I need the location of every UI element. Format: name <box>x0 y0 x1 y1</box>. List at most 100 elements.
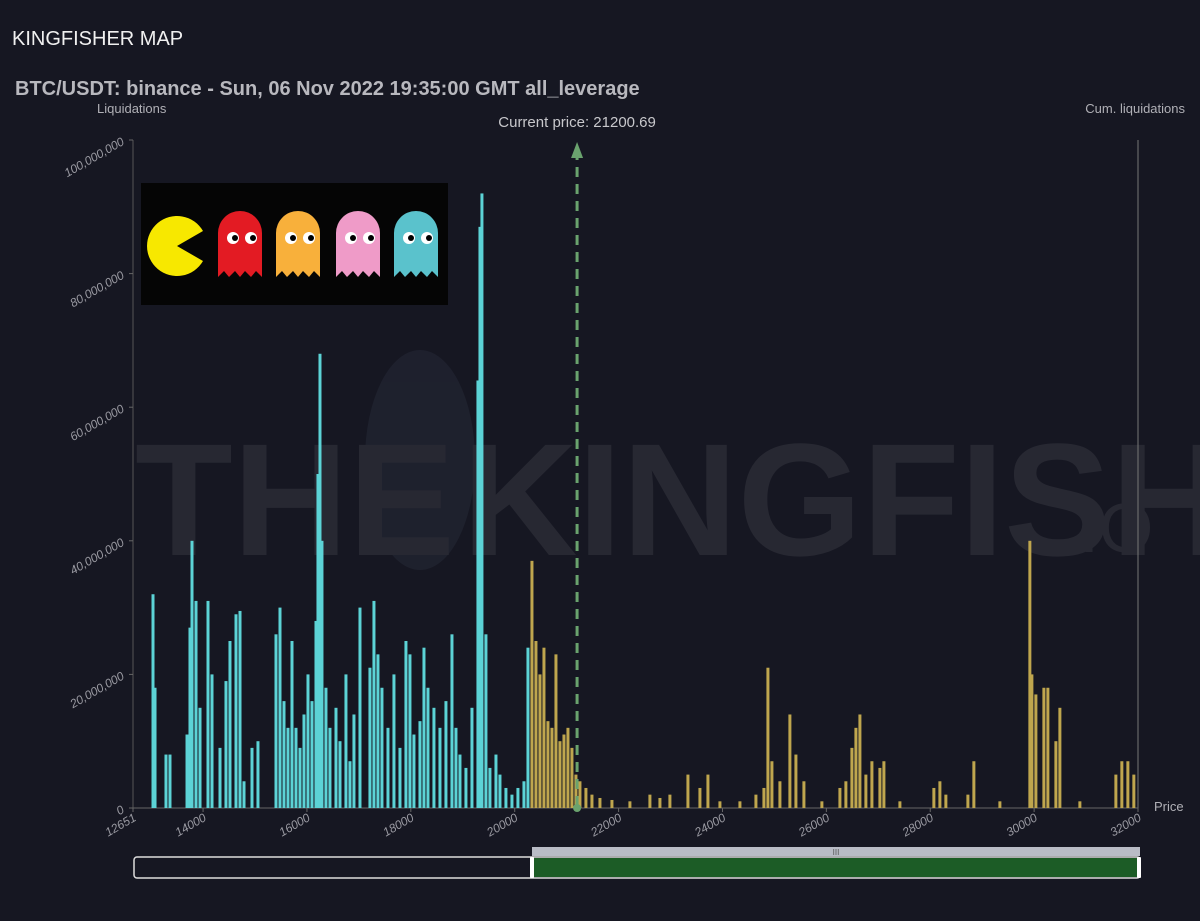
bar <box>338 741 342 808</box>
bar <box>408 654 412 808</box>
y-tick-label: 80,000,000 <box>67 268 126 310</box>
bar <box>562 734 566 808</box>
bar <box>698 787 702 808</box>
bar <box>754 794 758 808</box>
slider-handle[interactable] <box>530 857 534 878</box>
bar <box>294 727 298 808</box>
x-tick-label: 18000 <box>380 810 416 839</box>
bar <box>844 781 848 808</box>
bar <box>151 594 155 808</box>
bar <box>256 741 260 808</box>
bar <box>542 647 546 808</box>
bar <box>1114 774 1118 808</box>
x-tick-label: 16000 <box>277 810 313 839</box>
page-title: KINGFISHER MAP <box>12 28 183 50</box>
bar <box>392 674 396 808</box>
bar <box>590 794 594 808</box>
current-price-dot <box>573 804 582 812</box>
bar <box>534 641 538 808</box>
bar <box>210 674 214 808</box>
x-axis-label: Price <box>1154 799 1184 814</box>
bar <box>788 714 792 808</box>
x-tick-label: 32000 <box>1108 810 1144 839</box>
bar <box>484 634 488 808</box>
bar <box>318 353 322 808</box>
bar <box>546 721 550 808</box>
bar <box>802 781 806 808</box>
bar <box>538 674 542 808</box>
bar <box>864 774 868 808</box>
bar <box>610 799 614 808</box>
ghost <box>394 211 438 277</box>
bar <box>376 654 380 808</box>
bar <box>550 727 554 808</box>
bar <box>522 781 526 808</box>
bar <box>334 707 338 808</box>
range-slider[interactable]: III <box>133 847 1141 879</box>
x-tick-label: 22000 <box>587 810 624 839</box>
bar <box>194 600 198 808</box>
bar <box>558 741 562 808</box>
bar <box>352 714 356 808</box>
ghost <box>218 211 262 277</box>
bar <box>838 787 842 808</box>
bar <box>932 787 936 808</box>
bar <box>480 193 484 808</box>
bar <box>478 226 482 809</box>
bar <box>1058 707 1062 808</box>
bar <box>570 747 574 808</box>
bar <box>658 797 662 808</box>
bar <box>628 801 632 808</box>
bar <box>476 380 480 808</box>
bar <box>450 634 454 808</box>
pacman <box>147 216 203 277</box>
bar <box>190 540 194 808</box>
bar <box>972 761 976 808</box>
bar <box>668 794 672 808</box>
bar <box>1030 674 1034 808</box>
y-tick-label: 20,000,000 <box>67 669 127 712</box>
bar <box>306 674 310 808</box>
bar <box>286 727 290 808</box>
y-tick-label: 60,000,000 <box>67 402 126 444</box>
bar <box>282 701 286 808</box>
bar <box>578 781 582 808</box>
bar <box>526 647 530 808</box>
bar <box>1132 774 1136 808</box>
y-tick-label: 100,000,000 <box>62 134 127 180</box>
watermark-bird <box>365 350 475 570</box>
bar <box>470 707 474 808</box>
bar <box>778 781 782 808</box>
bar <box>242 781 246 808</box>
bar <box>153 687 157 808</box>
bar <box>250 747 254 808</box>
bar <box>238 610 242 808</box>
bar <box>898 801 902 808</box>
bar <box>966 794 970 808</box>
slider-handle[interactable] <box>1137 857 1141 878</box>
bar <box>188 627 192 808</box>
bar <box>358 607 362 808</box>
bar <box>854 727 858 808</box>
bar <box>290 641 294 808</box>
bar <box>228 641 232 808</box>
bar <box>686 774 690 808</box>
ghost <box>336 211 380 277</box>
bar <box>498 774 502 808</box>
bar <box>454 727 458 808</box>
watermark-text: KINGFISHER <box>462 410 1200 589</box>
bar <box>554 654 558 808</box>
pacman-image <box>141 183 448 305</box>
x-tick-label: 14000 <box>173 810 209 839</box>
bar <box>218 747 222 808</box>
bar <box>274 634 278 808</box>
bar <box>1126 761 1130 808</box>
current-price-label: Current price: 21200.69 <box>498 114 656 131</box>
bar <box>412 734 416 808</box>
slider-selection[interactable] <box>532 858 1139 877</box>
bar <box>870 761 874 808</box>
bar <box>398 747 402 808</box>
bar <box>574 774 578 808</box>
